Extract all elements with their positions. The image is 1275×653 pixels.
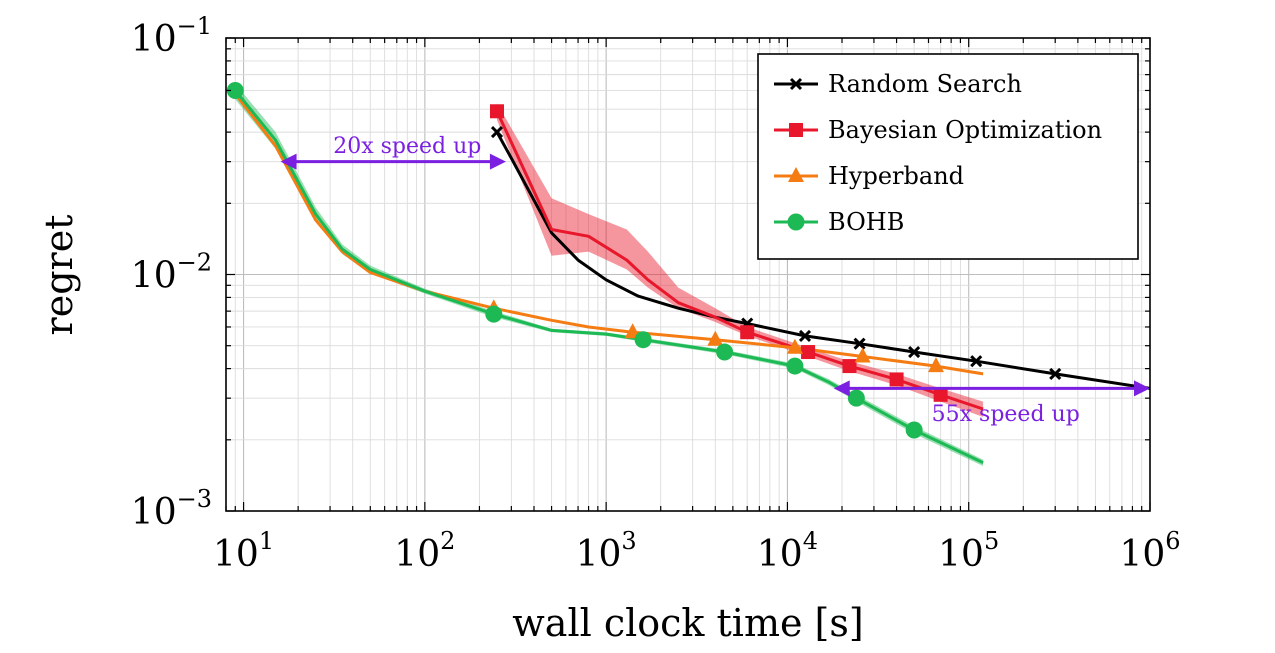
legend-marker-stroke <box>789 77 803 91</box>
hyperband-marker <box>854 347 871 363</box>
random-search-marker <box>970 355 983 368</box>
hyperband-marker <box>927 357 944 373</box>
bohb-marker <box>226 81 244 99</box>
bayesian-optimization-marker <box>842 359 857 374</box>
x-tick-label-exponent: 3 <box>621 527 636 555</box>
y-tick-label: 10−3 <box>131 485 212 533</box>
speedup-arrow-head <box>1134 380 1150 397</box>
x-tick-label-exponent: 6 <box>1165 527 1180 555</box>
legend-item-hyperband: Hyperband <box>774 162 964 190</box>
y-tick-label: 10−2 <box>131 249 212 297</box>
speedup-arrow-head <box>489 153 506 170</box>
random-search-marker-stroke <box>908 345 921 359</box>
x-tick-label: 106 <box>1119 527 1180 575</box>
bohb-marker <box>716 343 734 361</box>
bohb-marker <box>847 389 865 407</box>
x-tick-label: 103 <box>576 527 637 575</box>
random-search-marker-stroke <box>490 126 504 139</box>
random-search-marker <box>1049 367 1062 380</box>
x-tick-label-base: 10 <box>576 534 622 575</box>
random-search-marker <box>798 329 812 342</box>
bayesian-optimization-marker <box>740 325 755 340</box>
speedup-annotation-label: 55x speed up <box>932 402 1080 427</box>
y-tick-label-base: 10 <box>131 19 177 60</box>
speedup-arrow-head <box>280 153 297 170</box>
y-tick-label-base: 10 <box>131 492 177 533</box>
x-tick-label-exponent: 5 <box>984 527 999 555</box>
legend-label: Hyperband <box>828 162 964 190</box>
series-markers <box>226 81 1062 439</box>
bohb-marker <box>905 421 923 439</box>
legend-marker <box>789 123 803 137</box>
legend-item-bohb: BOHB <box>774 208 904 236</box>
x-tick-label: 101 <box>213 527 274 575</box>
y-tick-label-exponent: −1 <box>177 12 212 40</box>
y-axis-label: regret <box>37 215 81 336</box>
x-tick-label-base: 10 <box>757 534 803 575</box>
annotations: 20x speed up 55x speed up <box>280 134 1150 427</box>
y-tick-label-exponent: −2 <box>177 249 212 277</box>
hyperband-marker <box>786 338 803 354</box>
x-tick-label-base: 10 <box>213 534 259 575</box>
x-tick-label: 105 <box>938 527 999 575</box>
x-tick-label-base: 10 <box>1119 534 1165 575</box>
random-search-marker-stroke <box>970 355 983 368</box>
legend-label: Bayesian Optimization <box>828 116 1102 144</box>
x-tick-label-exponent: 2 <box>440 527 455 555</box>
bayesian-optimization-marker <box>889 372 904 387</box>
bohb-marker <box>786 357 804 375</box>
x-tick-label-base: 10 <box>938 534 984 575</box>
random-search-marker <box>908 345 921 359</box>
hyperband-marker <box>707 330 724 346</box>
speedup-arrow-head <box>833 380 850 397</box>
x-tick-label-exponent: 1 <box>259 527 274 555</box>
x-tick-label: 104 <box>757 527 818 575</box>
legend-marker <box>788 167 804 182</box>
hyperband-line <box>234 92 984 376</box>
y-tick-label-exponent: −3 <box>177 485 212 513</box>
random-search-marker <box>853 337 866 350</box>
y-tick-label-base: 10 <box>131 256 177 297</box>
x-axis-label: wall clock time [s] <box>512 601 863 645</box>
legend: Random Search Bayesian Optimization Hyperb… <box>757 53 1139 260</box>
y-tick-label: 10−1 <box>131 12 212 60</box>
bayesian-optimization-marker <box>801 345 816 360</box>
random-search-marker-stroke <box>798 329 812 342</box>
random-search-marker <box>490 126 504 139</box>
legend-label: BOHB <box>828 208 904 236</box>
legend-box <box>757 53 1139 260</box>
random-search-marker-stroke <box>853 337 866 350</box>
legend-label: Random Search <box>828 70 1022 98</box>
random-search-marker-stroke <box>1049 367 1062 380</box>
speedup-annotation-label: 20x speed up <box>333 134 481 159</box>
bayesian-optimization-marker <box>933 387 948 402</box>
legend-marker <box>787 213 805 231</box>
x-tick-label: 102 <box>394 527 455 575</box>
bayesian-optimization-marker <box>489 104 504 119</box>
bohb-marker <box>634 331 652 349</box>
legend-item-random-search: Random Search <box>774 70 1022 98</box>
x-tick-label-exponent: 4 <box>803 527 818 555</box>
x-tick-label-base: 10 <box>394 534 440 575</box>
legend-marker <box>789 77 803 91</box>
bohb-marker <box>485 305 503 323</box>
legend-item-bayesian-optimization: Bayesian Optimization <box>774 116 1102 144</box>
